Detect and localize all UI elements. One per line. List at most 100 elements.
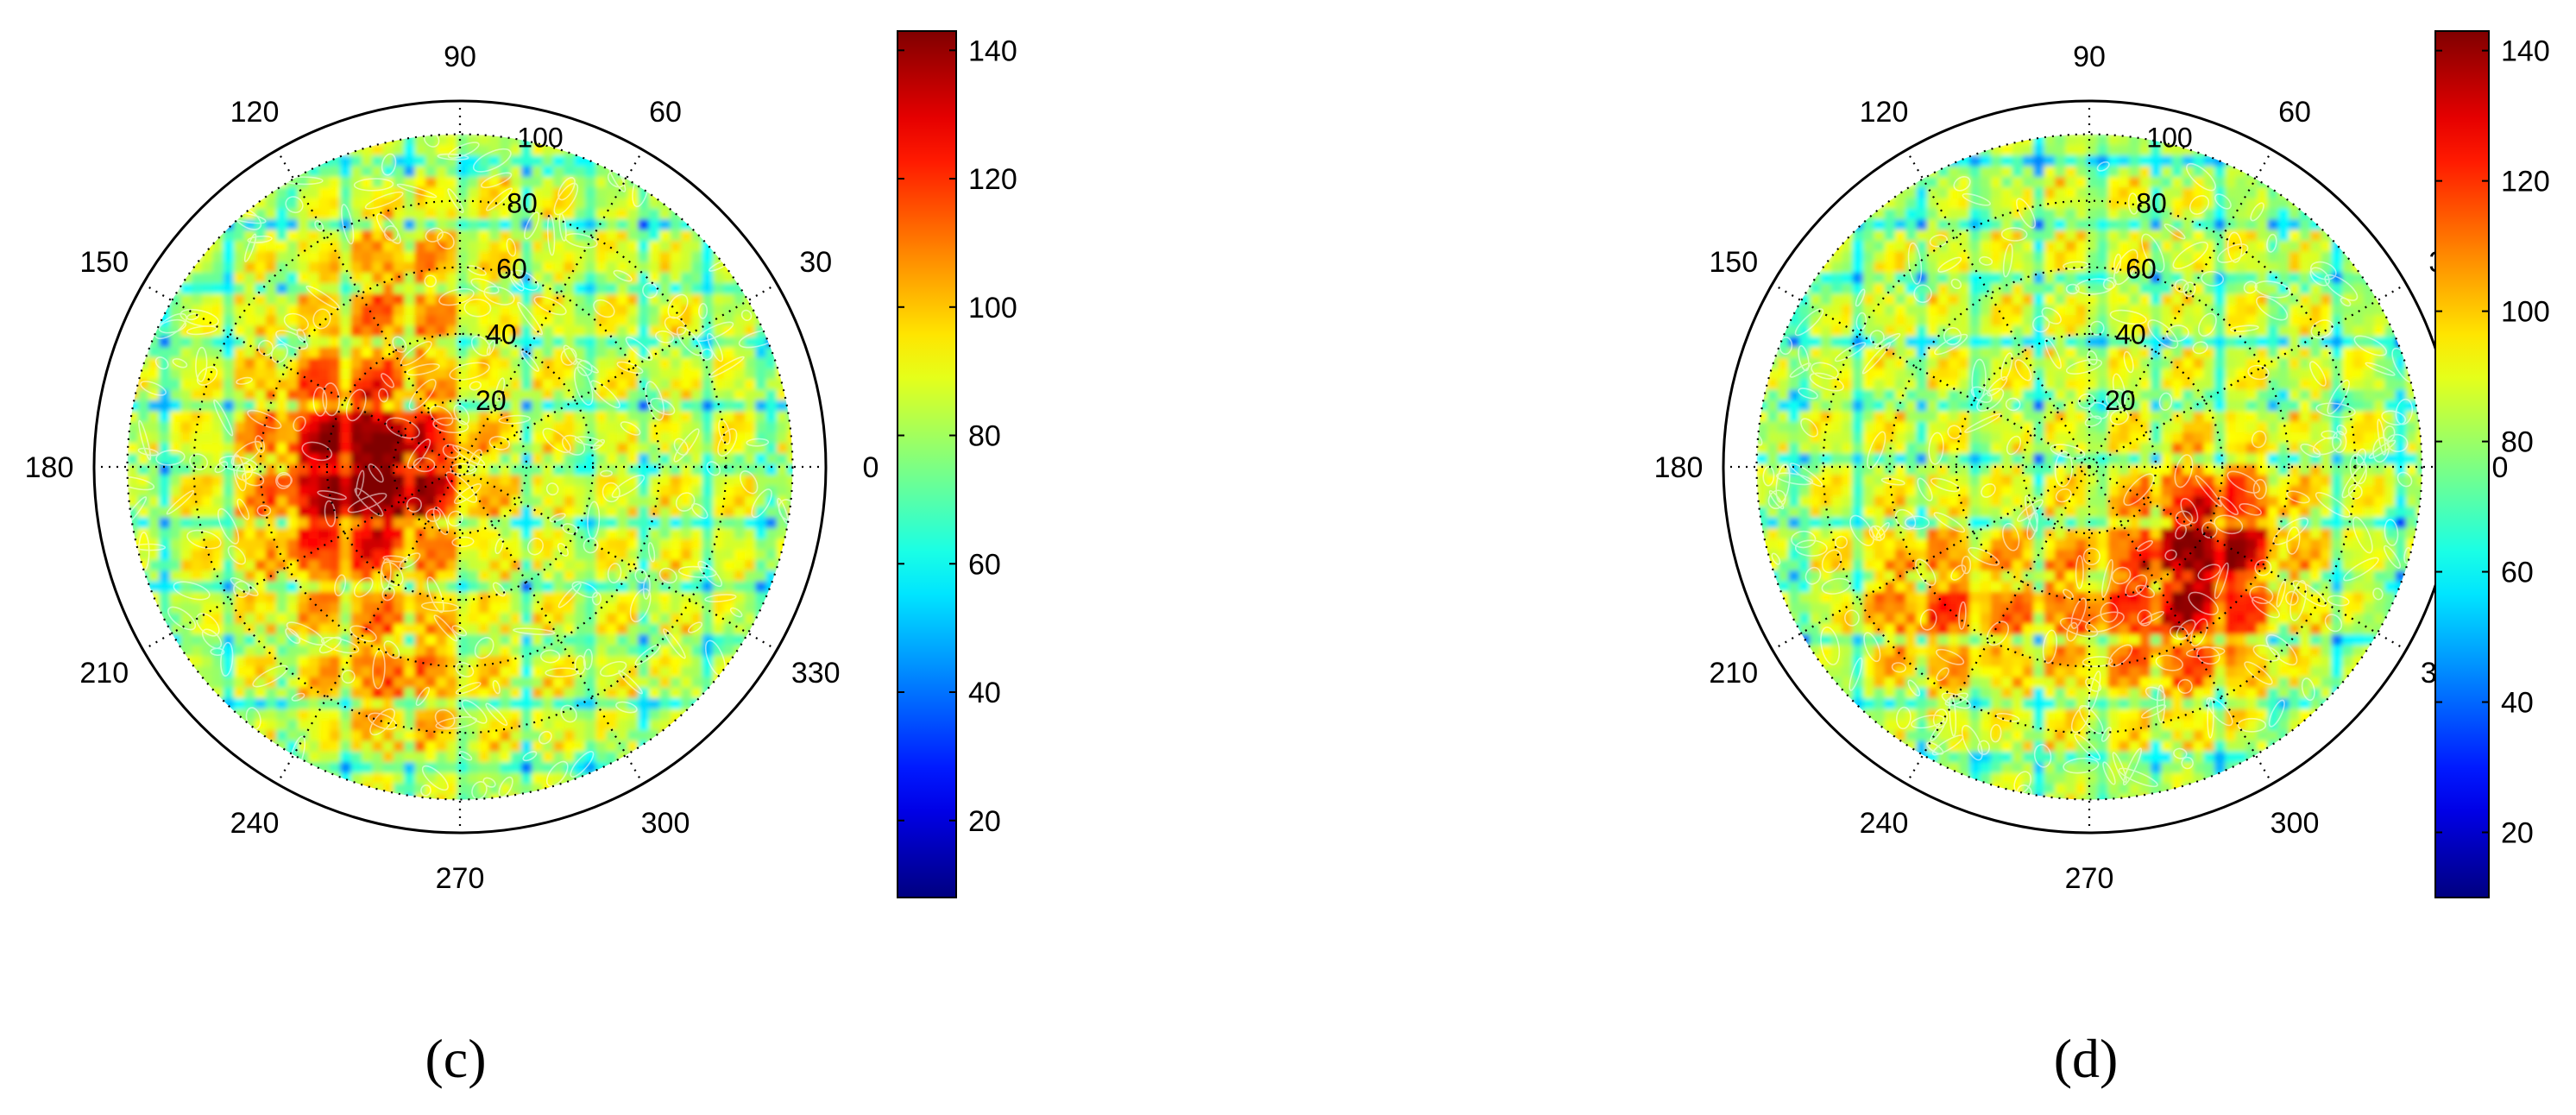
heat-cell (1830, 347, 1843, 359)
heat-cell (2022, 198, 2035, 210)
heat-cell (2097, 134, 2109, 146)
heat-cell (1874, 293, 1886, 306)
heat-cell (702, 539, 714, 551)
heat-cell (1905, 400, 1918, 413)
heat-cell (233, 443, 246, 455)
heat-cell (2075, 379, 2088, 391)
heat-cell (564, 602, 576, 614)
heat-cell (765, 463, 778, 476)
heat-cell (201, 261, 214, 274)
heat-cell (670, 539, 682, 551)
heat-cell (659, 613, 671, 625)
heat-cell (2075, 176, 2088, 189)
heat-cell (393, 783, 406, 796)
heat-cell (680, 495, 693, 508)
heat-cell (2075, 230, 2088, 242)
heat-cell (1990, 421, 2003, 433)
heat-cell (2001, 198, 2013, 210)
heat-cell (1980, 166, 1992, 178)
heat-cell (702, 379, 714, 391)
heat-cell (2267, 208, 2279, 221)
heat-cell (638, 230, 650, 242)
heat-cell (2086, 166, 2099, 178)
heat-cell (372, 549, 384, 561)
heat-cell (723, 400, 735, 413)
heat-cell (393, 591, 406, 604)
contour-ring (312, 308, 331, 330)
heat-cell (180, 485, 192, 497)
heat-cell (1884, 400, 1896, 413)
contour-ring (740, 470, 759, 495)
heat-cell (488, 219, 501, 231)
heat-cell (787, 507, 793, 519)
heat-cell (2225, 368, 2237, 381)
heat-cell (159, 421, 171, 433)
heat-cell (2245, 411, 2258, 423)
heat-cell (532, 634, 544, 646)
heat-cell (712, 475, 725, 487)
heat-cell (1756, 411, 1768, 423)
heat-cell (308, 325, 320, 337)
heat-cell (659, 463, 671, 476)
heat-cell (318, 315, 331, 327)
contour-ring (615, 701, 638, 714)
heat-cell (2033, 293, 2045, 306)
heat-cell (2097, 240, 2109, 253)
heat-cell (712, 602, 725, 614)
heat-cell (2097, 304, 2109, 317)
heat-cell (2161, 293, 2173, 306)
heat-cell (2267, 325, 2279, 337)
heat-cell (468, 539, 480, 551)
heat-cell (148, 400, 161, 413)
heat-cell (201, 495, 214, 508)
heat-cell (468, 591, 480, 604)
heat-cell (191, 666, 203, 678)
heat-cell (287, 453, 299, 465)
heat-cell (702, 443, 714, 455)
heat-cell (2267, 336, 2279, 349)
heat-cell (1926, 400, 1939, 413)
heat-cell (1926, 293, 1939, 306)
heat-cell (680, 261, 693, 274)
heat-cell (1852, 379, 1864, 391)
heat-cell (616, 379, 629, 391)
heat-cell (276, 527, 288, 540)
heat-cell (488, 719, 501, 732)
heat-cell (2086, 155, 2099, 167)
heat-cell (127, 389, 139, 401)
heat-cell (606, 634, 618, 646)
heat-cell (723, 570, 735, 583)
heat-cell (2075, 325, 2088, 337)
heat-cell (478, 208, 490, 221)
heat-cell (404, 261, 416, 274)
heat-cell (2341, 421, 2354, 433)
heat-cell (627, 240, 639, 253)
heat-cell (670, 623, 682, 636)
contour-ring (435, 715, 478, 730)
heat-cell (446, 166, 458, 178)
colorbar-tick-label: 60 (968, 548, 1001, 581)
heat-cell (2257, 400, 2269, 413)
heat-cell (2022, 240, 2035, 253)
heat-cell (552, 698, 565, 710)
heat-cell (595, 613, 608, 625)
heat-cell (372, 389, 384, 401)
heat-cell (478, 485, 490, 497)
heat-cell (542, 325, 554, 337)
heat-cell (712, 527, 725, 540)
heat-cell (127, 527, 139, 540)
heat-cell (765, 443, 778, 455)
heat-cell (457, 272, 469, 285)
heat-cell (372, 740, 384, 753)
heat-cell (404, 347, 416, 359)
heat-cell (308, 730, 320, 742)
contour-ring (432, 506, 450, 535)
heat-cell (510, 411, 522, 423)
heat-cell (297, 559, 310, 572)
heat-cell (532, 698, 544, 710)
heat-cell (520, 730, 533, 742)
heat-cell (1852, 240, 1864, 253)
heat-cell (2139, 421, 2151, 433)
heat-cell (180, 443, 192, 455)
heat-cell (510, 517, 522, 529)
